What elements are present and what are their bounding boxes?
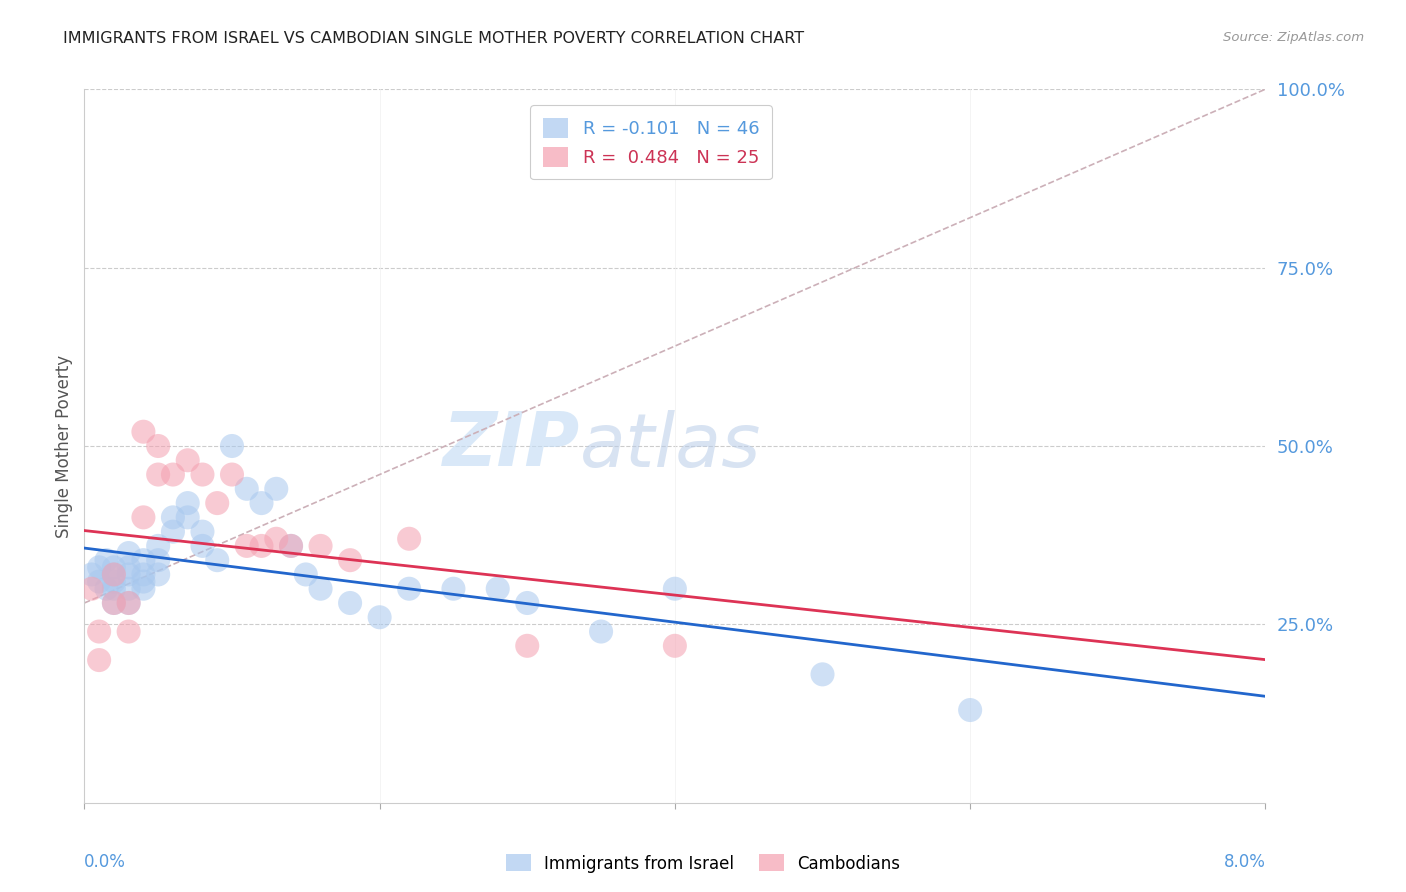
Point: [162, 524, 184, 539]
Point: [118, 624, 141, 639]
Point: [516, 639, 538, 653]
Point: [250, 496, 273, 510]
Point: [132, 567, 155, 582]
Point: [118, 596, 141, 610]
Point: [177, 510, 200, 524]
Point: [664, 639, 686, 653]
Point: [96, 582, 118, 596]
Point: [132, 574, 155, 589]
Point: [191, 539, 214, 553]
Point: [103, 582, 125, 596]
Point: [103, 596, 125, 610]
Point: [148, 439, 170, 453]
Point: [132, 510, 155, 524]
Point: [118, 596, 141, 610]
Point: [664, 582, 686, 596]
Text: atlas: atlas: [581, 410, 762, 482]
Point: [191, 467, 214, 482]
Text: ZIP: ZIP: [443, 409, 581, 483]
Point: [309, 539, 332, 553]
Point: [118, 582, 141, 596]
Point: [280, 539, 302, 553]
Legend: Immigrants from Israel, Cambodians: Immigrants from Israel, Cambodians: [499, 847, 907, 880]
Point: [516, 596, 538, 610]
Point: [339, 553, 361, 567]
Point: [339, 596, 361, 610]
Point: [264, 482, 288, 496]
Point: [205, 553, 228, 567]
Point: [162, 467, 184, 482]
Point: [89, 560, 111, 574]
Point: [148, 467, 170, 482]
Point: [89, 624, 111, 639]
Point: [221, 439, 243, 453]
Legend: R = -0.101   N = 46, R =  0.484   N = 25: R = -0.101 N = 46, R = 0.484 N = 25: [530, 105, 772, 179]
Point: [132, 582, 155, 596]
Point: [811, 667, 834, 681]
Point: [959, 703, 981, 717]
Point: [250, 539, 273, 553]
Point: [148, 553, 170, 567]
Point: [205, 496, 228, 510]
Point: [148, 539, 170, 553]
Point: [177, 453, 200, 467]
Point: [118, 567, 141, 582]
Point: [236, 539, 259, 553]
Point: [96, 553, 118, 567]
Point: [177, 496, 200, 510]
Point: [236, 482, 259, 496]
Point: [80, 567, 103, 582]
Text: 8.0%: 8.0%: [1223, 853, 1265, 871]
Point: [103, 567, 125, 582]
Point: [132, 425, 155, 439]
Point: [118, 560, 141, 574]
Point: [443, 582, 465, 596]
Point: [89, 653, 111, 667]
Point: [280, 539, 302, 553]
Point: [398, 582, 420, 596]
Point: [295, 567, 318, 582]
Y-axis label: Single Mother Poverty: Single Mother Poverty: [55, 354, 73, 538]
Point: [398, 532, 420, 546]
Point: [118, 546, 141, 560]
Point: [103, 596, 125, 610]
Point: [221, 467, 243, 482]
Text: IMMIGRANTS FROM ISRAEL VS CAMBODIAN SINGLE MOTHER POVERTY CORRELATION CHART: IMMIGRANTS FROM ISRAEL VS CAMBODIAN SING…: [63, 31, 804, 46]
Point: [191, 524, 214, 539]
Point: [368, 610, 391, 624]
Point: [264, 532, 288, 546]
Point: [148, 567, 170, 582]
Point: [591, 624, 613, 639]
Text: 0.0%: 0.0%: [84, 853, 127, 871]
Text: Source: ZipAtlas.com: Source: ZipAtlas.com: [1223, 31, 1364, 45]
Point: [103, 567, 125, 582]
Point: [132, 553, 155, 567]
Point: [103, 574, 125, 589]
Point: [486, 582, 509, 596]
Point: [162, 510, 184, 524]
Point: [103, 560, 125, 574]
Point: [80, 582, 103, 596]
Point: [89, 574, 111, 589]
Point: [309, 582, 332, 596]
